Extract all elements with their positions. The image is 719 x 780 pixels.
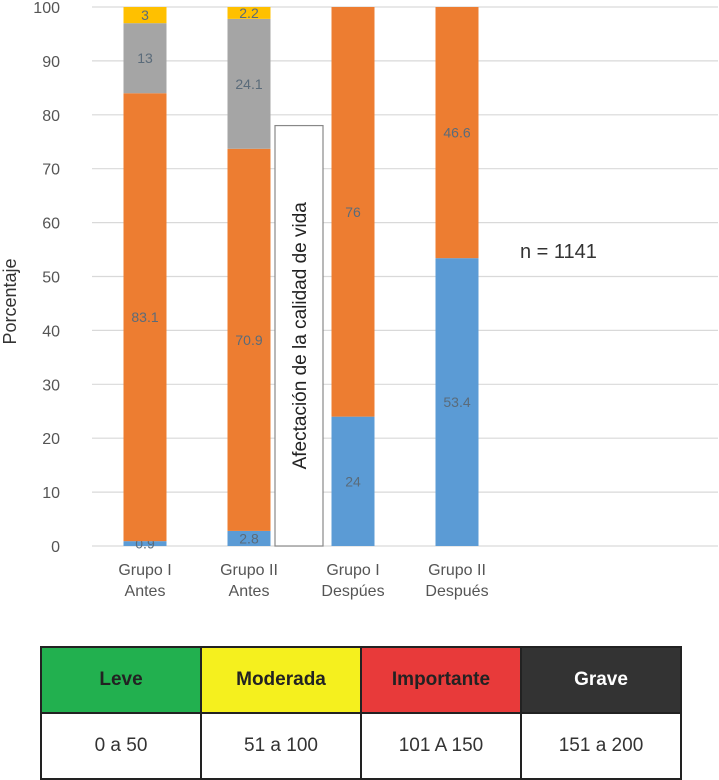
severity-leve: Leve — [40, 646, 202, 714]
y-tick-label: 90 — [42, 54, 60, 71]
callout-box — [274, 124, 324, 547]
y-tick-label: 0 — [51, 539, 60, 556]
bar-segment — [227, 7, 271, 19]
bar-segment — [123, 541, 167, 546]
range-leve: 0 a 50 — [40, 712, 202, 780]
data-label: 70.9 — [235, 332, 262, 348]
bar-segment — [331, 416, 375, 546]
severity-header-row: Leve Moderada Importante Grave — [40, 646, 682, 714]
stacked-bar-chart: 0102030405060708090100Porcentaje0.983.11… — [0, 0, 718, 600]
sample-size-annotation: n = 1141 — [520, 241, 597, 263]
data-label: 13 — [137, 50, 153, 66]
category-label: Despúes — [321, 583, 384, 600]
severity-importante: Importante — [360, 646, 522, 714]
category-label: Grupo II — [428, 562, 486, 579]
y-tick-label: 60 — [42, 216, 60, 233]
bar-segment — [123, 7, 167, 24]
category-label: Después — [425, 583, 488, 600]
bar-segment — [435, 258, 479, 546]
y-tick-label: 50 — [42, 270, 60, 287]
data-label: 3 — [141, 7, 149, 23]
range-grave: 151 a 200 — [520, 712, 682, 780]
data-label: 2.2 — [239, 5, 259, 21]
data-label: 46.6 — [443, 125, 470, 141]
y-tick-label: 30 — [42, 377, 60, 394]
data-label: 24 — [345, 473, 361, 489]
category-label: Grupo II — [220, 562, 278, 579]
range-importante: 101 A 150 — [360, 712, 522, 780]
bar-segment — [435, 7, 479, 259]
callout-text: Afectación de la calidad de vida — [290, 202, 311, 470]
category-label: Antes — [125, 583, 166, 600]
data-label: 53.4 — [443, 394, 470, 410]
y-tick-label: 40 — [42, 323, 60, 340]
bar-segment — [227, 148, 271, 531]
severity-moderada: Moderada — [200, 646, 362, 714]
y-tick-label: 100 — [33, 0, 60, 17]
data-label: 76 — [345, 204, 361, 220]
bar-segment — [123, 23, 167, 94]
y-axis-label: Porcentaje — [0, 258, 20, 344]
category-label: Grupo I — [326, 562, 379, 579]
bar-segment — [331, 7, 375, 417]
category-label: Grupo I — [118, 562, 171, 579]
severity-grave: Grave — [520, 646, 682, 714]
data-label: 83.1 — [131, 309, 158, 325]
data-label: 2.8 — [239, 530, 259, 546]
severity-range-row: 0 a 50 51 a 100 101 A 150 151 a 200 — [40, 712, 682, 780]
range-moderada: 51 a 100 — [200, 712, 362, 780]
bar-segment — [227, 530, 271, 546]
y-tick-label: 10 — [42, 485, 60, 502]
bar-segment — [123, 93, 167, 542]
y-tick-label: 80 — [42, 108, 60, 125]
y-tick-label: 70 — [42, 162, 60, 179]
bar-segment — [227, 18, 271, 149]
severity-legend-table: Leve Moderada Importante Grave 0 a 50 51… — [40, 646, 682, 780]
data-label: 24.1 — [235, 76, 262, 92]
category-label: Antes — [229, 583, 270, 600]
y-tick-label: 20 — [42, 431, 60, 448]
